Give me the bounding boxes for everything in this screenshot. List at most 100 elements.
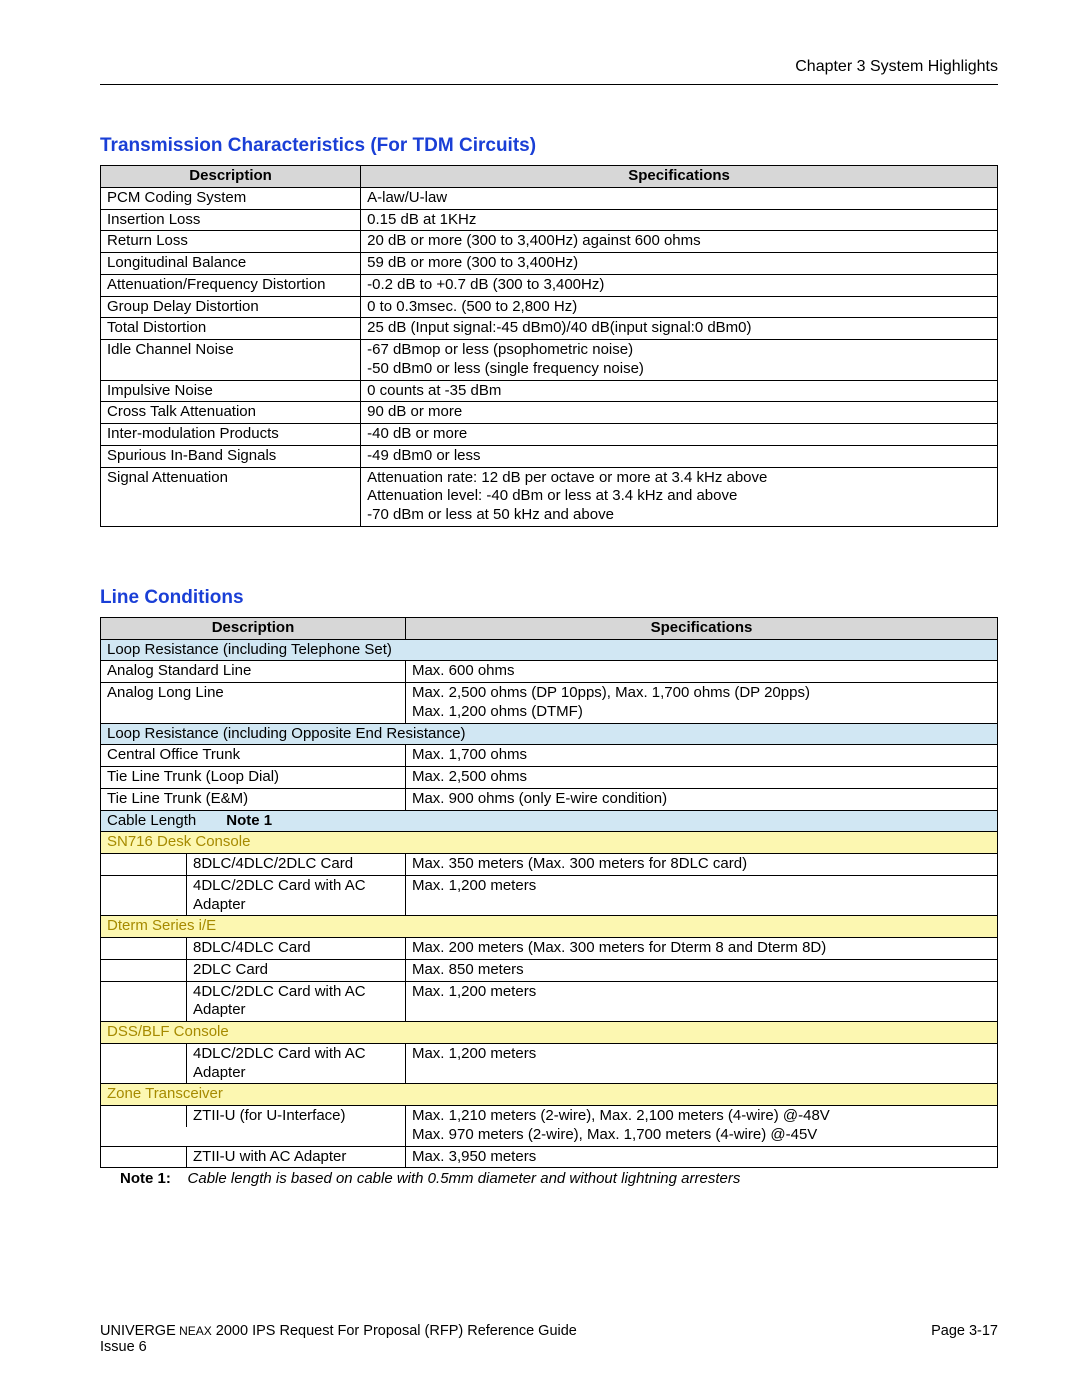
table-row: Spurious In-Band Signals-49 dBm0 or less — [101, 445, 998, 467]
transmission-table: Description Specifications PCM Coding Sy… — [100, 165, 998, 527]
table-row: Analog Long LineMax. 2,500 ohms (DP 10pp… — [101, 683, 998, 724]
cell-spec: -0.2 dB to +0.7 dB (300 to 3,400Hz) — [361, 274, 998, 296]
line-conditions-table: Description Specifications Loop Resistan… — [100, 617, 998, 1169]
cell-description: Tie Line Trunk (Loop Dial) — [101, 767, 406, 789]
cell-description: Group Delay Distortion — [101, 296, 361, 318]
group-header-row: Loop Resistance (including Opposite End … — [101, 723, 998, 745]
cell-description: Insertion Loss — [101, 209, 361, 231]
col-specifications: Specifications — [405, 617, 997, 639]
cell-spec: Max. 1,700 ohms — [405, 745, 997, 767]
cell-spec: Max. 600 ohms — [405, 661, 997, 683]
table-row: ZTII-U (for U-Interface)Max. 1,210 meter… — [101, 1106, 998, 1147]
cell-spec: Max. 2,500 ohms (DP 10pps), Max. 1,700 o… — [405, 683, 997, 724]
note-1-text: Cable length is based on cable with 0.5m… — [188, 1170, 741, 1187]
subgroup-header-row: DSS/BLF Console — [101, 1022, 998, 1044]
cell-description: Impulsive Noise — [101, 380, 361, 402]
table-row: Impulsive Noise0 counts at -35 dBm — [101, 380, 998, 402]
table-row: 8DLC/4DLC CardMax. 200 meters (Max. 300 … — [101, 938, 998, 960]
table-row: Attenuation/Frequency Distortion-0.2 dB … — [101, 274, 998, 296]
col-description: Description — [101, 617, 406, 639]
cell-description: 8DLC/4DLC/2DLC Card — [101, 854, 406, 876]
cell-spec: 59 dB or more (300 to 3,400Hz) — [361, 253, 998, 275]
cell-spec: -49 dBm0 or less — [361, 445, 998, 467]
table-row: Central Office TrunkMax. 1,700 ohms — [101, 745, 998, 767]
table-row: Idle Channel Noise-67 dBmop or less (pso… — [101, 340, 998, 381]
table-row: Group Delay Distortion0 to 0.3msec. (500… — [101, 296, 998, 318]
cell-description: ZTII-U (for U-Interface) — [101, 1106, 406, 1147]
cell-spec: 0 counts at -35 dBm — [361, 380, 998, 402]
cell-spec: 25 dB (Input signal:-45 dBm0)/40 dB(inpu… — [361, 318, 998, 340]
col-description: Description — [101, 166, 361, 188]
cell-spec: Max. 850 meters — [405, 959, 997, 981]
table-row: Cross Talk Attenuation90 dB or more — [101, 402, 998, 424]
cell-spec: Max. 1,200 meters — [405, 981, 997, 1022]
cell-spec: -40 dB or more — [361, 424, 998, 446]
cell-description: Analog Long Line — [101, 683, 406, 724]
table-row: Analog Standard LineMax. 600 ohms — [101, 661, 998, 683]
cell-spec: 0 to 0.3msec. (500 to 2,800 Hz) — [361, 296, 998, 318]
table-row: Longitudinal Balance59 dB or more (300 t… — [101, 253, 998, 275]
cell-spec: Max. 2,500 ohms — [405, 767, 997, 789]
group-header: Loop Resistance (including Opposite End … — [101, 723, 998, 745]
note-1: Note 1: Cable length is based on cable w… — [116, 1170, 998, 1187]
cell-description: 4DLC/2DLC Card with AC Adapter — [101, 981, 406, 1022]
table-row: 4DLC/2DLC Card with AC AdapterMax. 1,200… — [101, 1043, 998, 1084]
cell-description: Longitudinal Balance — [101, 253, 361, 275]
cell-description: 2DLC Card — [101, 959, 406, 981]
cell-spec: 20 dB or more (300 to 3,400Hz) against 6… — [361, 231, 998, 253]
cell-description: 4DLC/2DLC Card with AC Adapter — [101, 875, 406, 916]
table-row: Tie Line Trunk (E&M)Max. 900 ohms (only … — [101, 788, 998, 810]
cell-description: Analog Standard Line — [101, 661, 406, 683]
table-row: Tie Line Trunk (Loop Dial)Max. 2,500 ohm… — [101, 767, 998, 789]
cell-description: Inter-modulation Products — [101, 424, 361, 446]
cell-description: ZTII-U with AC Adapter — [101, 1146, 406, 1168]
cell-description: Tie Line Trunk (E&M) — [101, 788, 406, 810]
footer-line1: UNIVERGE NEAX 2000 IPS Request For Propo… — [100, 1323, 577, 1339]
table-row: Signal AttenuationAttenuation rate: 12 d… — [101, 467, 998, 526]
table-row: Inter-modulation Products-40 dB or more — [101, 424, 998, 446]
footer-page: Page 3-17 — [931, 1323, 998, 1339]
subgroup-header-row: SN716 Desk Console — [101, 832, 998, 854]
cell-description: Cross Talk Attenuation — [101, 402, 361, 424]
cell-description: Central Office Trunk — [101, 745, 406, 767]
cell-description: Attenuation/Frequency Distortion — [101, 274, 361, 296]
footer-line2: Issue 6 — [100, 1339, 147, 1355]
cell-spec: Attenuation rate: 12 dB per octave or mo… — [361, 467, 998, 526]
col-specifications: Specifications — [361, 166, 998, 188]
page-footer: UNIVERGE NEAX 2000 IPS Request For Propo… — [100, 1323, 998, 1355]
subgroup-header-row: Zone Transceiver — [101, 1084, 998, 1106]
cell-description: 8DLC/4DLC Card — [101, 938, 406, 960]
section-title-transmission: Transmission Characteristics (For TDM Ci… — [100, 135, 998, 157]
cell-spec: Max. 1,210 meters (2-wire), Max. 2,100 m… — [405, 1106, 997, 1147]
subgroup-header: DSS/BLF Console — [101, 1022, 998, 1044]
table-row: Return Loss20 dB or more (300 to 3,400Hz… — [101, 231, 998, 253]
cell-description: Total Distortion — [101, 318, 361, 340]
subgroup-header: Zone Transceiver — [101, 1084, 998, 1106]
group-header-row: Loop Resistance (including Telephone Set… — [101, 639, 998, 661]
cell-spec: Max. 3,950 meters — [405, 1146, 997, 1168]
chapter-header: Chapter 3 System Highlights — [100, 58, 998, 85]
note-1-label: Note 1: — [120, 1170, 171, 1187]
cell-spec: Max. 900 ohms (only E-wire condition) — [405, 788, 997, 810]
cell-description: Spurious In-Band Signals — [101, 445, 361, 467]
table-row: Insertion Loss0.15 dB at 1KHz — [101, 209, 998, 231]
cell-spec: 0.15 dB at 1KHz — [361, 209, 998, 231]
page: Chapter 3 System Highlights Transmission… — [0, 0, 1080, 1397]
table-row: Total Distortion25 dB (Input signal:-45 … — [101, 318, 998, 340]
subgroup-header: Dterm Series i/E — [101, 916, 998, 938]
table-row: 8DLC/4DLC/2DLC CardMax. 350 meters (Max.… — [101, 854, 998, 876]
group-header-row: Cable LengthNote 1 — [101, 810, 998, 832]
cell-description: 4DLC/2DLC Card with AC Adapter — [101, 1043, 406, 1084]
subgroup-header-row: Dterm Series i/E — [101, 916, 998, 938]
cell-spec: A-law/U-law — [361, 187, 998, 209]
group-header: Cable LengthNote 1 — [101, 810, 998, 832]
table-row: ZTII-U with AC AdapterMax. 3,950 meters — [101, 1146, 998, 1168]
cell-spec: Max. 350 meters (Max. 300 meters for 8DL… — [405, 854, 997, 876]
cell-description: Idle Channel Noise — [101, 340, 361, 381]
cell-spec: 90 dB or more — [361, 402, 998, 424]
subgroup-header: SN716 Desk Console — [101, 832, 998, 854]
cell-spec: Max. 200 meters (Max. 300 meters for Dte… — [405, 938, 997, 960]
table-row: 4DLC/2DLC Card with AC AdapterMax. 1,200… — [101, 875, 998, 916]
cell-description: Signal Attenuation — [101, 467, 361, 526]
group-header: Loop Resistance (including Telephone Set… — [101, 639, 998, 661]
